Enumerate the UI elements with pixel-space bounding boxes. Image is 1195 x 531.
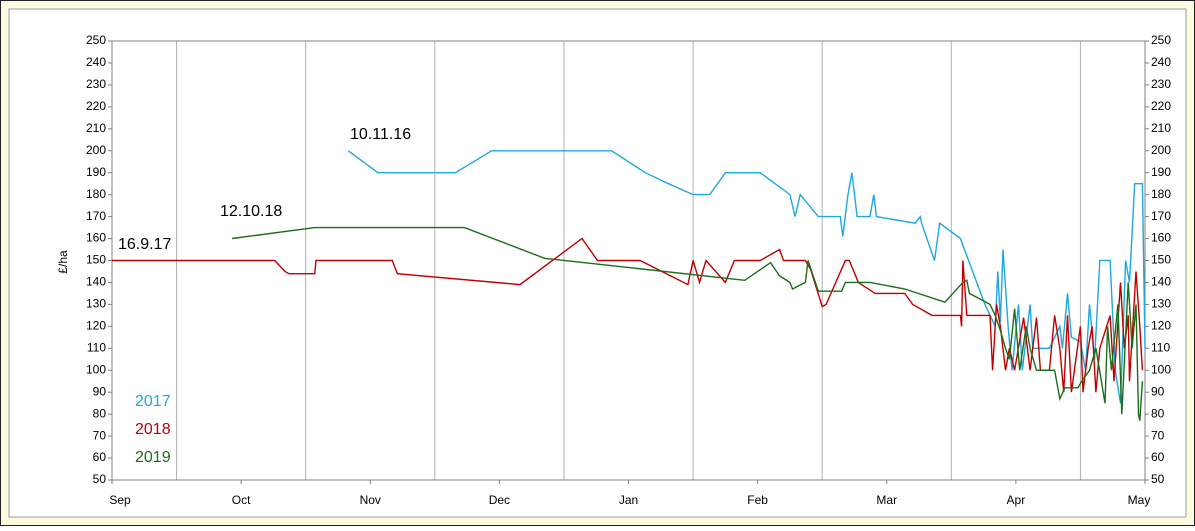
y2-tick-label: 60 xyxy=(1151,450,1165,464)
y2-tick-label: 90 xyxy=(1151,384,1165,398)
y-tick-label: 150 xyxy=(86,253,106,267)
y2-tick-label: 110 xyxy=(1151,340,1170,354)
legend-entry: 2018 xyxy=(135,421,171,438)
y2-tick-label: 160 xyxy=(1151,231,1171,245)
x-tick-label: May xyxy=(1128,493,1151,507)
y2-tick-label: 70 xyxy=(1151,428,1165,442)
legend-entry: 2017 xyxy=(135,393,171,410)
y-tick-label: 210 xyxy=(86,121,106,135)
y2-tick-label: 230 xyxy=(1151,77,1171,91)
y2-tick-label: 100 xyxy=(1151,362,1171,376)
y-tick-label: 200 xyxy=(86,143,106,157)
x-tick-label: Oct xyxy=(232,493,251,507)
x-tick-label: Feb xyxy=(747,493,768,507)
y2-tick-label: 190 xyxy=(1151,165,1171,179)
y-tick-label: 180 xyxy=(86,187,106,201)
y-tick-label: 110 xyxy=(87,340,106,354)
y2-tick-label: 130 xyxy=(1151,297,1171,311)
annotation: 12.10.18 xyxy=(220,203,282,220)
y2-tick-label: 220 xyxy=(1151,99,1171,113)
x-tick-label: Apr xyxy=(1007,493,1026,507)
line-series xyxy=(112,237,1144,393)
y-tick-label: 50 xyxy=(93,472,107,486)
annotation: 16.9.17 xyxy=(118,236,171,253)
y-tick-label: 100 xyxy=(86,362,106,376)
y-tick-label: 250 xyxy=(86,33,106,47)
x-tick-label: Jan xyxy=(619,493,638,507)
y2-tick-label: 210 xyxy=(1151,121,1171,135)
chart-area xyxy=(8,8,1187,518)
y2-tick-label: 250 xyxy=(1151,33,1171,47)
y-tick-label: 70 xyxy=(93,428,107,442)
y2-tick-label: 120 xyxy=(1151,319,1171,333)
y2-tick-label: 140 xyxy=(1151,275,1171,289)
y-tick-label: 130 xyxy=(86,297,106,311)
y-tick-label: 90 xyxy=(93,384,107,398)
y-tick-label: 140 xyxy=(86,275,106,289)
y-tick-label: 160 xyxy=(86,231,106,245)
annotation: 10.11.16 xyxy=(350,126,411,143)
line-series xyxy=(232,226,1144,421)
y2-tick-label: 200 xyxy=(1151,143,1171,157)
x-tick-label: Mar xyxy=(876,493,897,507)
y-tick-label: 60 xyxy=(93,450,107,464)
y-axis-label: £/ha xyxy=(56,250,70,274)
y2-tick-label: 50 xyxy=(1151,472,1165,486)
x-tick-label: Sep xyxy=(109,493,131,507)
y2-tick-label: 240 xyxy=(1151,55,1171,69)
y2-tick-label: 170 xyxy=(1151,209,1171,223)
y-tick-label: 220 xyxy=(86,99,106,113)
x-tick-label: Nov xyxy=(360,493,381,507)
y2-tick-label: 150 xyxy=(1151,253,1171,267)
y-tick-label: 170 xyxy=(86,209,106,223)
y2-tick-label: 80 xyxy=(1151,406,1165,420)
y-tick-label: 230 xyxy=(86,77,106,91)
y-tick-label: 190 xyxy=(86,165,106,179)
y-tick-label: 240 xyxy=(86,55,106,69)
y-tick-label: 120 xyxy=(86,319,106,333)
y2-tick-label: 180 xyxy=(1151,187,1171,201)
y-tick-label: 80 xyxy=(93,406,107,420)
legend-entry: 2019 xyxy=(135,449,171,466)
x-tick-label: Dec xyxy=(489,493,510,507)
